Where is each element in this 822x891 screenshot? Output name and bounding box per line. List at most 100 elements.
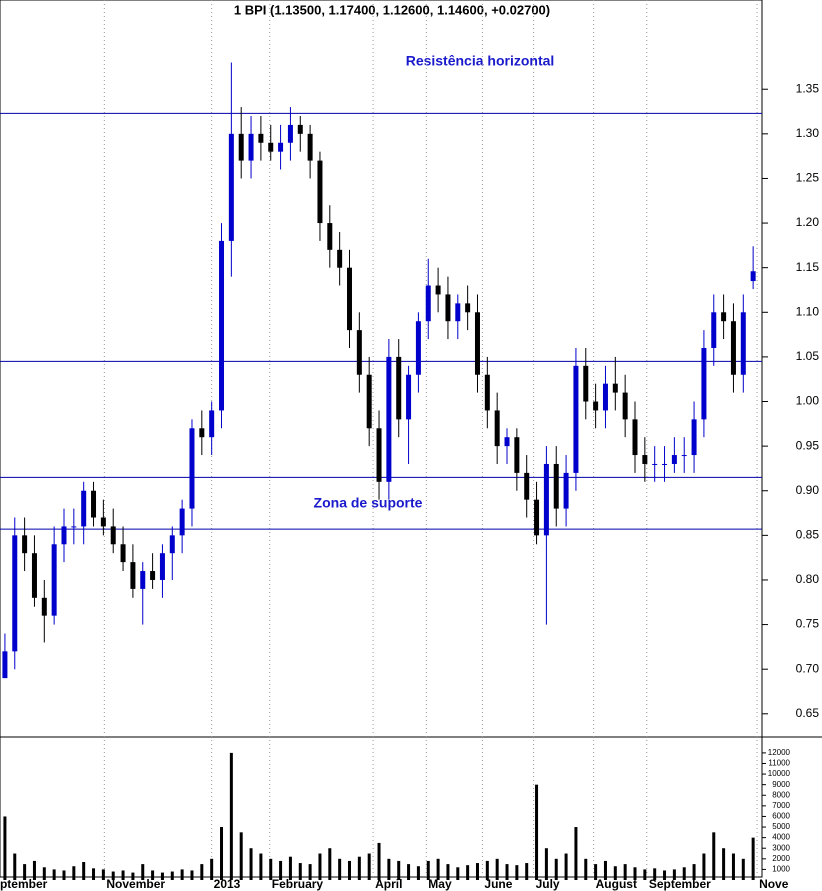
volume-bar <box>692 864 696 880</box>
candle-body <box>307 133 313 161</box>
candle-body <box>721 312 727 322</box>
volume-bar <box>328 848 332 880</box>
volume-bar <box>672 869 676 880</box>
volume-bar <box>466 865 470 880</box>
volume-bar <box>288 856 292 880</box>
candle-body <box>110 526 116 545</box>
volume-bar <box>554 858 558 880</box>
volume-bar <box>751 837 755 880</box>
candle-body <box>51 544 57 616</box>
chart-title: 1 BPI (1.13500, 1.17400, 1.12600, 1.1460… <box>234 2 550 17</box>
x-tick-label: July <box>536 877 560 891</box>
candle-body <box>622 392 628 420</box>
volume-bar <box>279 860 283 880</box>
volume-bar <box>702 853 706 880</box>
candle-body <box>602 383 608 411</box>
candle-body <box>150 571 156 580</box>
x-tick-label: September <box>0 877 48 891</box>
candle-body <box>41 597 47 616</box>
volume-bar <box>239 832 243 880</box>
y-tick-label: 1.15 <box>796 260 820 274</box>
candle-body <box>671 455 677 464</box>
volume-bar <box>3 816 7 880</box>
volume-bar <box>131 872 135 880</box>
volume-bar <box>574 827 578 880</box>
candle-body <box>386 356 392 482</box>
candle-body <box>199 428 205 438</box>
volume-bar <box>229 752 233 880</box>
candle-body <box>740 312 746 375</box>
x-tick-label: February <box>272 877 324 891</box>
volume-bar <box>367 853 371 880</box>
x-tick-label: 2013 <box>214 877 241 891</box>
volume-bar <box>357 856 361 880</box>
candle-body <box>81 490 87 527</box>
candle-body <box>406 374 412 420</box>
x-tick-label: May <box>428 877 452 891</box>
volume-bar <box>416 866 420 880</box>
candle-body <box>337 249 343 268</box>
volume-bar <box>170 871 174 880</box>
y-tick-label: 0.80 <box>796 572 820 586</box>
volume-bar <box>603 860 607 880</box>
y2-tick-label: 3000 <box>772 843 790 852</box>
volume-bar <box>722 848 726 880</box>
candle-body <box>346 267 352 331</box>
volume-bar <box>515 865 519 880</box>
candle-body <box>209 410 215 438</box>
volume-bar <box>741 858 745 880</box>
candle-body <box>484 374 490 411</box>
volume-bar <box>731 853 735 880</box>
candle-body <box>238 133 244 161</box>
candle-body <box>465 303 471 313</box>
candle-body <box>652 463 658 465</box>
candle-body <box>396 356 402 420</box>
candle-body <box>425 285 431 322</box>
candle-body <box>750 271 756 282</box>
candle-body <box>130 562 136 589</box>
x-tick-label: September <box>649 877 711 891</box>
y-tick-label: 0.90 <box>796 483 820 497</box>
candle-body <box>573 365 579 473</box>
x-tick-label: November <box>106 877 165 891</box>
volume-bar <box>308 864 312 880</box>
candle-body <box>228 133 234 241</box>
candle-body <box>12 535 18 652</box>
volume-bar <box>436 858 440 880</box>
candle-body <box>219 240 225 411</box>
y2-tick-label: 11000 <box>768 759 790 768</box>
candle-body <box>730 321 736 375</box>
candle-body <box>268 142 274 152</box>
candle-body <box>100 517 106 527</box>
volume-bar <box>62 870 66 880</box>
candle-body <box>376 428 382 482</box>
volume-bar <box>397 860 401 880</box>
volume-bar <box>72 866 76 880</box>
candle-body <box>681 455 687 457</box>
y-tick-label: 1.00 <box>796 394 820 408</box>
volume-bar <box>111 871 115 880</box>
x-tick-label: Nove <box>759 877 789 891</box>
candle-body <box>642 455 648 464</box>
candle-body <box>553 463 559 509</box>
volume-bar <box>643 869 647 880</box>
volume-bar <box>535 784 539 880</box>
candle-body <box>543 463 549 536</box>
volume-bar <box>525 863 529 880</box>
volume-bar <box>23 864 27 880</box>
candle-body <box>179 508 185 536</box>
volume-bar <box>485 860 489 880</box>
candle-body <box>327 223 333 250</box>
volume-bar <box>594 864 598 880</box>
candle-body <box>189 428 195 509</box>
volume-bar <box>338 858 342 880</box>
volume-bar <box>259 853 263 880</box>
candle-body <box>563 472 569 509</box>
candle-body <box>524 472 530 500</box>
y2-tick-label: 1000 <box>772 865 790 874</box>
volume-bar <box>160 872 164 880</box>
volume-bar <box>682 867 686 880</box>
volume-bar <box>407 864 411 880</box>
volume-bar <box>564 853 568 880</box>
